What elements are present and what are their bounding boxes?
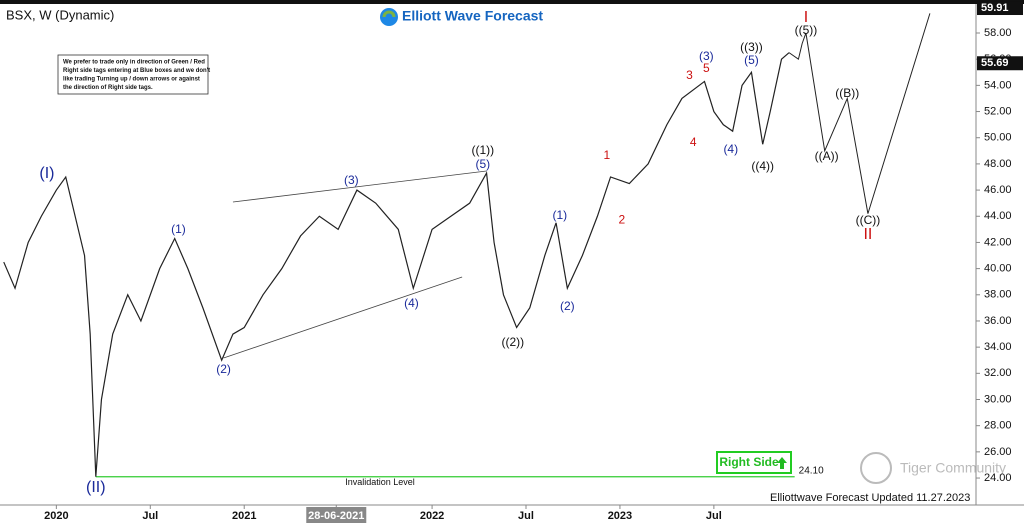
wave-label: 3: [686, 68, 693, 82]
wave-label: 2: [618, 212, 625, 226]
wave-label: (4): [723, 142, 738, 156]
y-tick-label: 42.00: [984, 236, 1012, 248]
wave-label: (3): [344, 173, 359, 187]
logo-arc: [382, 10, 396, 18]
y-tick-label: 50.00: [984, 132, 1012, 144]
x-tick-label: Jul: [518, 510, 534, 522]
note-line: Right side tags entering at Blue boxes a…: [63, 68, 210, 74]
wave-label: ((C)): [856, 213, 881, 227]
y-tick-label: 36.00: [984, 315, 1012, 327]
y-tick-label: 40.00: [984, 263, 1012, 275]
wave-label: (4): [404, 296, 419, 310]
wave-label: ((2)): [502, 335, 525, 349]
wave-label: (1): [171, 222, 186, 236]
wave-label: (5): [475, 157, 490, 171]
y-tick-label: 46.00: [984, 184, 1012, 196]
wave-label: 4: [690, 135, 697, 149]
series-line: [232, 170, 487, 203]
wave-label: ((4)): [751, 159, 774, 173]
wave-label: ((A)): [815, 149, 839, 163]
series-line: [223, 276, 463, 359]
series-line: [788, 13, 931, 214]
wave-label: II: [863, 226, 872, 243]
note-line: We prefer to trade only in direction of …: [63, 60, 205, 66]
wave-label: ((5)): [795, 23, 818, 37]
right-side-label: Right Side: [719, 455, 779, 469]
wave-label: (I): [39, 165, 54, 182]
x-tick-label: 2023: [608, 510, 632, 522]
right-side-arrow: [777, 457, 787, 469]
right-side-box: [716, 451, 792, 474]
x-tick-label: Jul: [706, 510, 722, 522]
x-tick-label: 2021: [232, 510, 256, 522]
wave-label: (1): [552, 208, 567, 222]
price-tag-box: [977, 56, 1023, 71]
wave-label: I: [804, 9, 808, 26]
wave-label: (2): [216, 362, 231, 376]
chart-title: BSX, W (Dynamic): [6, 7, 114, 22]
note-line: the direction of Right side tags.: [63, 85, 153, 91]
price-tag-box: [977, 1, 1023, 16]
note: We prefer to trade only in direction of …: [63, 60, 210, 92]
y-tick-label: 28.00: [984, 420, 1012, 432]
wave-label: 5: [703, 61, 710, 75]
price-tag: 59.91: [981, 2, 1009, 14]
wave-label: (5): [744, 53, 759, 67]
watermark-icon: [860, 452, 892, 484]
y-tick-label: 38.00: [984, 289, 1012, 301]
y-tick-label: 48.00: [984, 158, 1012, 170]
wave-label: ((1)): [471, 143, 494, 157]
y-tick-label: 30.00: [984, 393, 1012, 405]
y-tick-label: 52.00: [984, 105, 1012, 117]
invalidation-value: 24.10: [799, 465, 824, 476]
x-tick-label: 2022: [420, 510, 444, 522]
top-border: [0, 0, 1024, 4]
y-tick-label: 44.00: [984, 210, 1012, 222]
invalidation-label: Invalidation Level: [345, 477, 415, 487]
y-tick-label: 26.00: [984, 446, 1012, 458]
footer: Elliottwave Forecast Updated 11.27.2023: [770, 492, 970, 504]
y-tick-label: 32.00: [984, 367, 1012, 379]
x-tick-label: Jul: [142, 510, 158, 522]
x-tick-highlight: [306, 507, 367, 523]
brand-name: Elliott Wave Forecast: [402, 8, 543, 24]
brand-logo: Elliott Wave Forecast: [380, 8, 543, 26]
y-tick-label: 34.00: [984, 341, 1012, 353]
wave-label: ((B)): [835, 86, 859, 100]
wave-label: 1: [603, 148, 610, 162]
price-tag: 55.69: [981, 57, 1009, 69]
y-tick-label: 24.00: [984, 472, 1012, 484]
wave-label: ((3)): [740, 40, 763, 54]
watermark: Tiger Community: [900, 460, 1006, 476]
note-box: [57, 54, 209, 95]
wave-label: (II): [86, 479, 106, 496]
wave-label: (3): [699, 49, 714, 63]
x-tick-label: 28-06-2021: [308, 510, 364, 522]
series-line: [3, 52, 790, 477]
x-tick-label: 2020: [44, 510, 68, 522]
note-line: like trading Turning up / down arrows or…: [63, 77, 200, 83]
y-tick-label: 54.00: [984, 79, 1012, 91]
wave-label: (2): [560, 299, 575, 313]
y-tick-label: 58.00: [984, 27, 1012, 39]
